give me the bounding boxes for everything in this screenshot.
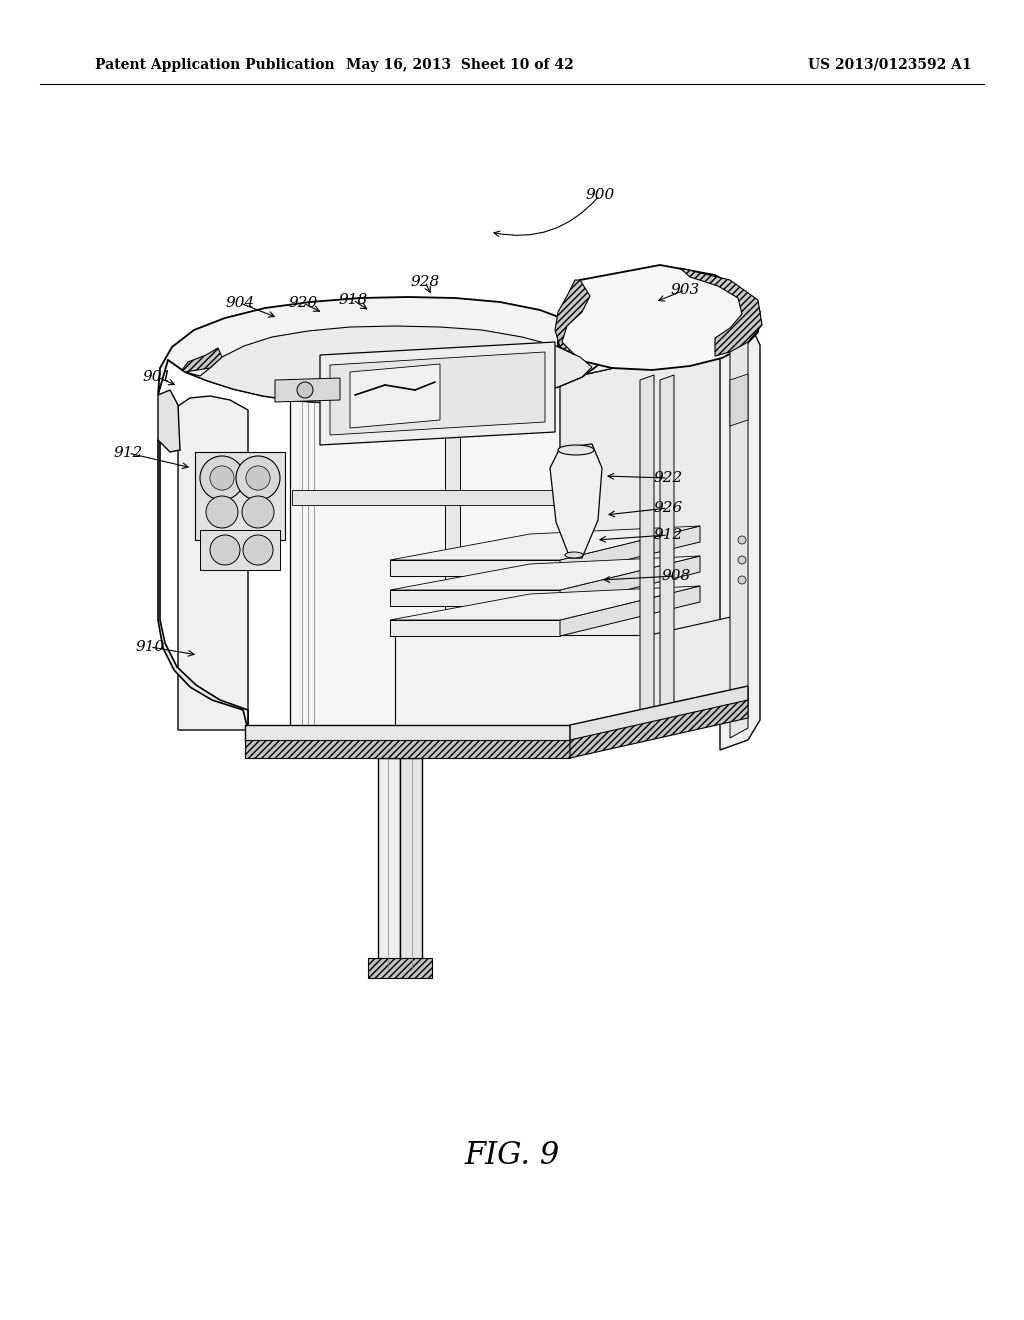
Text: 926: 926 <box>653 502 683 515</box>
Circle shape <box>242 496 274 528</box>
Circle shape <box>210 535 240 565</box>
Polygon shape <box>185 326 592 405</box>
Circle shape <box>200 455 244 500</box>
Polygon shape <box>158 389 180 451</box>
Text: 910: 910 <box>135 640 165 653</box>
Polygon shape <box>158 297 600 405</box>
Polygon shape <box>560 525 700 576</box>
Text: 920: 920 <box>289 296 317 310</box>
Circle shape <box>236 455 280 500</box>
Text: US 2013/0123592 A1: US 2013/0123592 A1 <box>808 58 972 73</box>
Polygon shape <box>395 635 650 730</box>
Polygon shape <box>660 375 674 719</box>
Polygon shape <box>158 440 248 730</box>
Polygon shape <box>560 586 700 636</box>
Circle shape <box>738 556 746 564</box>
Polygon shape <box>390 560 560 576</box>
Polygon shape <box>245 725 570 742</box>
Text: 928: 928 <box>411 275 439 289</box>
Polygon shape <box>640 375 654 719</box>
Circle shape <box>210 466 234 490</box>
Text: 912: 912 <box>114 446 142 459</box>
Polygon shape <box>368 958 432 978</box>
Polygon shape <box>558 265 760 370</box>
Circle shape <box>738 536 746 544</box>
Text: 903: 903 <box>671 282 699 297</box>
Polygon shape <box>390 586 700 620</box>
Polygon shape <box>560 341 740 741</box>
Polygon shape <box>680 268 762 356</box>
Polygon shape <box>720 319 760 750</box>
Polygon shape <box>390 590 560 606</box>
Polygon shape <box>290 380 560 741</box>
Text: 922: 922 <box>653 471 683 484</box>
Polygon shape <box>178 396 248 730</box>
Polygon shape <box>378 758 400 970</box>
Polygon shape <box>319 342 555 445</box>
Text: May 16, 2013  Sheet 10 of 42: May 16, 2013 Sheet 10 of 42 <box>346 58 573 73</box>
Polygon shape <box>200 531 280 570</box>
Ellipse shape <box>558 445 594 455</box>
Polygon shape <box>400 758 422 970</box>
Text: 912: 912 <box>653 528 683 543</box>
Ellipse shape <box>565 552 583 558</box>
Polygon shape <box>195 451 285 540</box>
Polygon shape <box>570 700 748 758</box>
Circle shape <box>738 576 746 583</box>
Polygon shape <box>390 525 700 560</box>
Circle shape <box>246 466 270 490</box>
Polygon shape <box>292 490 555 506</box>
Polygon shape <box>182 348 222 372</box>
Polygon shape <box>650 615 740 730</box>
Text: 901: 901 <box>142 370 172 384</box>
Polygon shape <box>560 556 700 606</box>
Circle shape <box>297 381 313 399</box>
Text: FIG. 9: FIG. 9 <box>464 1139 560 1171</box>
Polygon shape <box>390 620 560 636</box>
Polygon shape <box>730 333 748 738</box>
Text: 900: 900 <box>586 187 614 202</box>
Text: 918: 918 <box>338 293 368 308</box>
Polygon shape <box>555 280 590 355</box>
Polygon shape <box>350 364 440 428</box>
Polygon shape <box>275 378 340 403</box>
Circle shape <box>206 496 238 528</box>
Polygon shape <box>550 444 602 558</box>
Circle shape <box>243 535 273 565</box>
Polygon shape <box>570 686 748 742</box>
Polygon shape <box>390 556 700 590</box>
Polygon shape <box>290 330 740 380</box>
Polygon shape <box>445 338 460 741</box>
Polygon shape <box>245 741 570 758</box>
Text: Patent Application Publication: Patent Application Publication <box>95 58 335 73</box>
Text: 904: 904 <box>225 296 255 310</box>
Polygon shape <box>730 374 748 426</box>
Polygon shape <box>330 352 545 436</box>
Text: 908: 908 <box>662 569 690 583</box>
